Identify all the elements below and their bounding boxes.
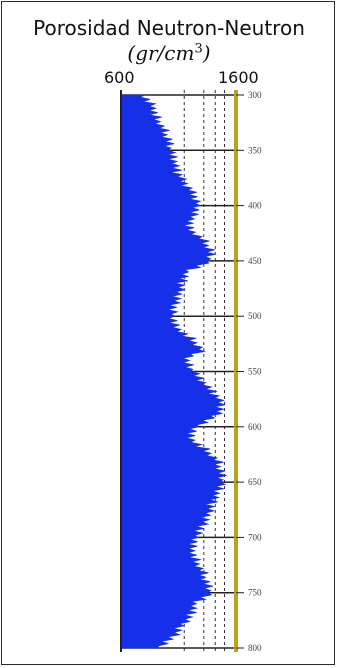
x-tick-label-min: 600: [104, 68, 135, 87]
y-tick-label: 800: [248, 643, 262, 653]
y-axis-ticks: 300 350 400 450 500 550 600 650 700 750 800: [236, 90, 262, 653]
y-tick-label: 550: [248, 367, 262, 377]
y-tick-label: 500: [248, 311, 262, 321]
y-tick-label: 750: [248, 588, 262, 598]
y-tick-label: 650: [248, 477, 262, 487]
y-tick-label: 400: [248, 201, 262, 211]
chart-title: Porosidad Neutron-Neutron: [33, 16, 305, 40]
y-tick-label: 600: [248, 422, 262, 432]
y-tick-label: 700: [248, 532, 262, 542]
y-tick-label: 450: [248, 256, 262, 266]
data-area: [120, 94, 227, 649]
chart-subtitle-units: (gr/cm3): [127, 41, 211, 65]
y-tick-label: 350: [248, 145, 262, 155]
y-tick-label: 300: [248, 90, 262, 100]
x-tick-label-max: 1600: [218, 68, 259, 87]
